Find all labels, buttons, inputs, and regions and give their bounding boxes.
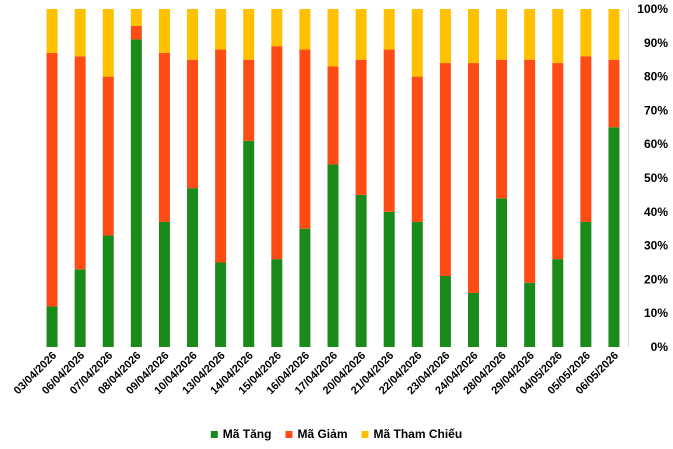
bar-segment-series-1-cat-8	[271, 46, 283, 260]
bar-segment-series-1-cat-4	[158, 52, 170, 222]
bar-segment-series-0-cat-2	[102, 235, 114, 347]
bar-segment-series-0-cat-17	[524, 282, 536, 347]
bar-segment-series-0-cat-3	[130, 39, 142, 348]
bar-segment-series-2-cat-9	[299, 9, 311, 50]
bar-segment-series-1-cat-0	[46, 52, 58, 307]
bar-segment-series-0-cat-5	[187, 188, 199, 347]
bar-segment-series-2-cat-18	[552, 9, 564, 64]
bar-segment-series-2-cat-8	[271, 9, 283, 47]
bar-segment-series-2-cat-3	[130, 9, 142, 26]
bar-segment-series-1-cat-20	[608, 59, 620, 128]
y-tick-label: 0%	[651, 340, 669, 354]
bar-segment-series-1-cat-5	[187, 59, 199, 189]
bar-segment-series-2-cat-1	[74, 9, 86, 57]
legend-swatch	[361, 431, 369, 438]
legend-item-1: Mã Giảm	[285, 427, 347, 441]
legend-label: Mã Tăng	[223, 427, 272, 441]
bar-segment-series-1-cat-9	[299, 49, 311, 229]
bar-segment-series-0-cat-6	[215, 262, 227, 347]
bar-segment-series-2-cat-5	[187, 9, 199, 60]
bar-segment-series-1-cat-17	[524, 59, 536, 283]
bars-group	[46, 9, 620, 348]
bar-segment-series-0-cat-7	[243, 140, 255, 347]
bar-segment-series-1-cat-2	[102, 76, 114, 236]
bar-segment-series-0-cat-8	[271, 259, 283, 347]
bar-segment-series-1-cat-14	[439, 63, 451, 277]
bar-segment-series-1-cat-10	[327, 66, 339, 165]
y-tick-label: 40%	[644, 205, 668, 219]
bar-segment-series-1-cat-15	[467, 63, 479, 293]
bar-segment-series-2-cat-6	[215, 9, 227, 50]
bar-segment-series-0-cat-0	[46, 306, 58, 347]
bar-segment-series-1-cat-6	[215, 49, 227, 263]
bar-segment-series-2-cat-12	[383, 9, 395, 50]
bar-segment-series-0-cat-19	[580, 221, 592, 347]
bar-segment-series-0-cat-12	[383, 211, 395, 347]
legend: Mã Tăng Mã Giảm Mã Tham Chiếu	[210, 427, 463, 441]
x-tick-labels: 03/04/202606/04/202607/04/202608/04/2026…	[12, 350, 621, 397]
bar-segment-series-2-cat-16	[496, 9, 508, 60]
bar-segment-series-0-cat-14	[439, 276, 451, 347]
legend-label: Mã Giảm	[297, 427, 347, 441]
bar-segment-series-0-cat-11	[355, 194, 367, 347]
bar-segment-series-0-cat-20	[608, 127, 620, 347]
y-tick-label: 20%	[644, 272, 668, 286]
bar-segment-series-0-cat-4	[158, 221, 170, 347]
bar-segment-series-2-cat-2	[102, 9, 114, 77]
bar-segment-series-1-cat-3	[130, 25, 142, 40]
bar-segment-series-2-cat-10	[327, 9, 339, 67]
y-tick-label: 60%	[644, 137, 668, 151]
legend-swatch	[210, 431, 218, 438]
bar-segment-series-1-cat-12	[383, 49, 395, 212]
bar-segment-series-0-cat-13	[411, 221, 423, 347]
bar-segment-series-2-cat-14	[439, 9, 451, 64]
bar-segment-series-2-cat-0	[46, 9, 58, 53]
bar-segment-series-1-cat-16	[496, 59, 508, 199]
bar-segment-series-0-cat-1	[74, 269, 86, 347]
bar-segment-series-1-cat-13	[411, 76, 423, 222]
legend-item-2: Mã Tham Chiếu	[361, 427, 463, 441]
y-tick-label: 10%	[644, 306, 668, 320]
legend-label: Mã Tham Chiếu	[374, 427, 463, 441]
bar-segment-series-0-cat-18	[552, 259, 564, 347]
y-tick-label: 30%	[644, 239, 668, 253]
bar-segment-series-2-cat-7	[243, 9, 255, 60]
bar-segment-series-1-cat-7	[243, 59, 255, 141]
legend-item-0: Mã Tăng	[210, 427, 272, 441]
y-tick-label: 70%	[644, 103, 668, 117]
bar-segment-series-0-cat-15	[467, 292, 479, 347]
bar-segment-series-0-cat-10	[327, 164, 339, 347]
bar-segment-series-2-cat-11	[355, 9, 367, 60]
bar-segment-series-2-cat-4	[158, 9, 170, 53]
bar-segment-series-2-cat-17	[524, 9, 536, 60]
y-tick-label: 80%	[644, 70, 668, 84]
bar-segment-series-2-cat-20	[608, 9, 620, 60]
bar-segment-series-2-cat-19	[580, 9, 592, 57]
legend-swatch	[285, 431, 293, 438]
bar-segment-series-0-cat-16	[496, 198, 508, 347]
bar-segment-series-2-cat-13	[411, 9, 423, 77]
y-tick-label: 50%	[644, 171, 668, 185]
y-tick-label: 100%	[637, 2, 668, 16]
bar-segment-series-0-cat-9	[299, 228, 311, 347]
bar-segment-series-1-cat-19	[580, 56, 592, 222]
bar-segment-series-1-cat-11	[355, 59, 367, 195]
bar-segment-series-1-cat-1	[74, 56, 86, 270]
y-tick-labels: 0% 10% 20% 30% 40% 50% 60% 70% 80% 90% 100%	[637, 2, 668, 354]
y-tick-label: 90%	[644, 36, 668, 50]
bar-segment-series-2-cat-15	[467, 9, 479, 64]
bar-segment-series-1-cat-18	[552, 63, 564, 260]
